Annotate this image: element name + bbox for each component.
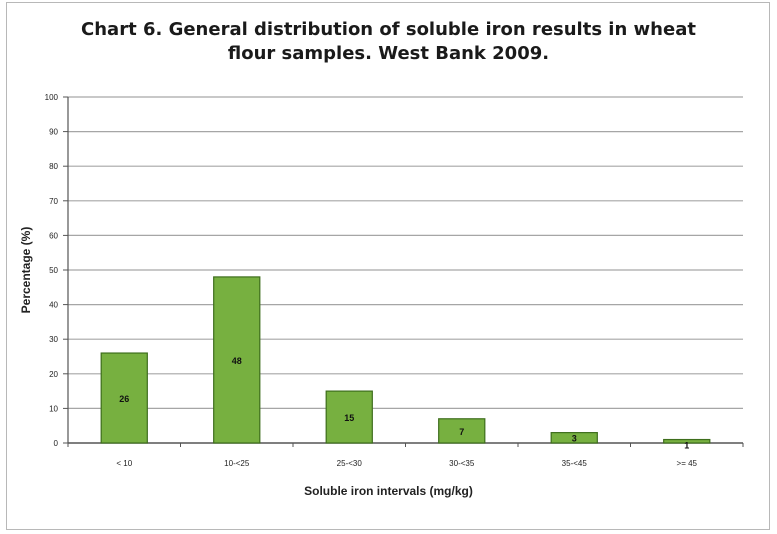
- y-tick-label: 50: [49, 266, 58, 275]
- y-tick-label: 20: [49, 370, 58, 379]
- chart-title-line2: flour samples. West Bank 2009.: [227, 43, 550, 64]
- y-tick-label: 40: [49, 301, 58, 310]
- data-label: 1: [684, 441, 689, 451]
- data-label: 15: [344, 413, 354, 423]
- bar: [438, 418, 486, 444]
- y-tick-label: 60: [49, 231, 58, 240]
- chart-title-line1: Chart 6. General distribution of soluble…: [81, 19, 696, 40]
- bar: [213, 276, 261, 444]
- x-tick-label: 30-<35: [449, 459, 475, 468]
- y-tick-label: 100: [45, 93, 59, 102]
- data-label: 48: [232, 356, 242, 366]
- data-label: 7: [459, 427, 464, 437]
- x-tick-label: >= 45: [677, 459, 698, 468]
- y-tick-label: 0: [54, 439, 59, 448]
- bar: [325, 390, 373, 444]
- bar: [663, 438, 711, 444]
- x-tick-label: < 10: [116, 459, 132, 468]
- y-tick-label: 90: [49, 128, 58, 137]
- y-tick-label: 10: [49, 404, 58, 413]
- x-tick-label: 10-<25: [224, 459, 250, 468]
- y-tick-label: 30: [49, 335, 58, 344]
- y-tick-label: 70: [49, 197, 58, 206]
- y-tick-label: 80: [49, 162, 58, 171]
- x-tick-label: 35-<45: [562, 459, 588, 468]
- data-label: 3: [572, 434, 577, 444]
- bar: [100, 352, 148, 444]
- chart-title: Chart 6. General distribution of soluble…: [0, 18, 777, 66]
- x-axis-title: Soluble iron intervals (mg/kg): [304, 484, 473, 498]
- data-label: 26: [119, 394, 129, 404]
- bar: [550, 432, 598, 444]
- x-tick-label: 25-<30: [337, 459, 363, 468]
